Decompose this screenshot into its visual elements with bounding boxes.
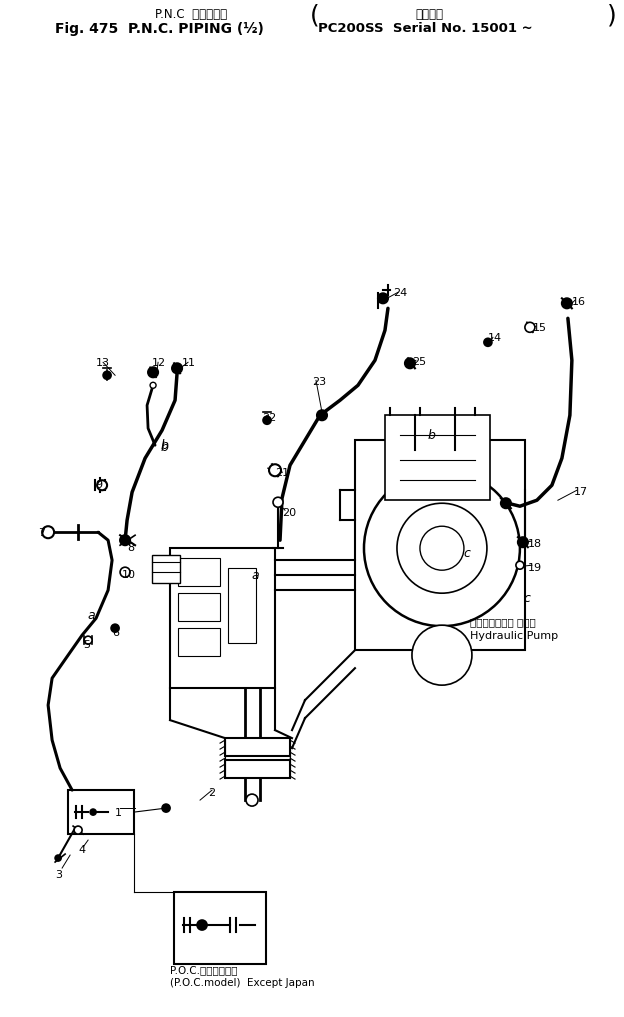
Circle shape: [518, 537, 528, 547]
Text: b: b: [160, 438, 168, 452]
Text: 14: 14: [488, 334, 502, 344]
Circle shape: [501, 498, 511, 508]
Bar: [174, 892, 266, 964]
Text: 6: 6: [112, 629, 119, 639]
Circle shape: [103, 371, 111, 379]
Text: 4: 4: [78, 845, 85, 855]
Bar: [152, 555, 180, 583]
Text: c: c: [524, 592, 531, 605]
Bar: [228, 569, 256, 643]
Circle shape: [516, 561, 524, 570]
Text: a: a: [87, 609, 95, 621]
Circle shape: [90, 810, 96, 815]
Circle shape: [150, 382, 156, 388]
Text: 15: 15: [533, 323, 547, 334]
Text: 25: 25: [412, 357, 426, 367]
Circle shape: [364, 470, 520, 626]
Circle shape: [97, 480, 107, 490]
Circle shape: [397, 503, 487, 593]
Text: 8: 8: [127, 543, 134, 553]
Circle shape: [148, 367, 158, 377]
Text: 18: 18: [528, 539, 542, 549]
Text: c: c: [463, 547, 470, 559]
Circle shape: [263, 416, 271, 424]
Text: b: b: [428, 429, 436, 441]
Text: 10: 10: [122, 571, 136, 580]
Circle shape: [84, 637, 92, 644]
Circle shape: [74, 826, 82, 834]
Text: P.N.C  パイピング: P.N.C パイピング: [155, 8, 227, 21]
Circle shape: [317, 410, 327, 420]
Circle shape: [378, 293, 388, 303]
Circle shape: [55, 855, 61, 861]
Circle shape: [162, 804, 170, 813]
Bar: [355, 440, 525, 650]
Circle shape: [412, 625, 472, 685]
Text: P.O.C.仕様　海外向: P.O.C.仕様 海外向: [170, 965, 238, 975]
Text: 22: 22: [262, 413, 276, 423]
Text: 12: 12: [152, 358, 166, 368]
Text: 13: 13: [96, 358, 110, 368]
Bar: [225, 738, 290, 756]
Text: 3: 3: [55, 871, 62, 880]
Circle shape: [420, 526, 464, 571]
Text: 9: 9: [95, 480, 102, 490]
Text: 21: 21: [275, 468, 289, 478]
Text: ): ): [607, 3, 617, 27]
Text: 適用号機: 適用号機: [415, 8, 443, 21]
Text: 20: 20: [282, 508, 296, 519]
Circle shape: [273, 497, 283, 507]
Circle shape: [246, 794, 258, 806]
Text: 19: 19: [528, 563, 542, 574]
Text: PC200SS  Serial No. 15001 ~: PC200SS Serial No. 15001 ~: [318, 22, 533, 36]
Text: 5: 5: [83, 640, 90, 650]
Text: Fig. 475  P.N.C. PIPING (½): Fig. 475 P.N.C. PIPING (½): [55, 22, 264, 37]
Bar: [178, 593, 220, 621]
Text: b: b: [160, 440, 168, 454]
Circle shape: [172, 363, 182, 373]
Circle shape: [197, 920, 207, 930]
Bar: [385, 415, 490, 500]
Circle shape: [269, 464, 281, 476]
Bar: [170, 548, 275, 689]
Bar: [68, 790, 134, 834]
Circle shape: [120, 567, 130, 578]
Text: Hydraulic Pump: Hydraulic Pump: [470, 632, 558, 641]
Text: ハイドロリック ポンプ: ハイドロリック ポンプ: [470, 617, 535, 627]
Circle shape: [120, 535, 130, 545]
Text: 7: 7: [38, 528, 46, 538]
Circle shape: [111, 624, 119, 633]
Text: 11: 11: [182, 358, 196, 368]
Circle shape: [484, 339, 492, 347]
Bar: [178, 629, 220, 656]
Text: 24: 24: [393, 289, 407, 298]
Text: 1: 1: [115, 809, 122, 818]
Text: (: (: [310, 3, 319, 27]
Circle shape: [405, 358, 415, 368]
Text: (P.O.C.model)  Except Japan: (P.O.C.model) Except Japan: [170, 978, 314, 989]
Text: 17: 17: [574, 487, 588, 497]
Circle shape: [42, 526, 54, 538]
Bar: [178, 558, 220, 586]
Text: 2: 2: [208, 788, 215, 798]
Bar: [225, 760, 290, 778]
Circle shape: [525, 322, 535, 333]
Text: 23: 23: [312, 377, 326, 387]
Text: a: a: [251, 569, 259, 582]
Circle shape: [562, 298, 572, 308]
Text: 16: 16: [572, 297, 586, 307]
